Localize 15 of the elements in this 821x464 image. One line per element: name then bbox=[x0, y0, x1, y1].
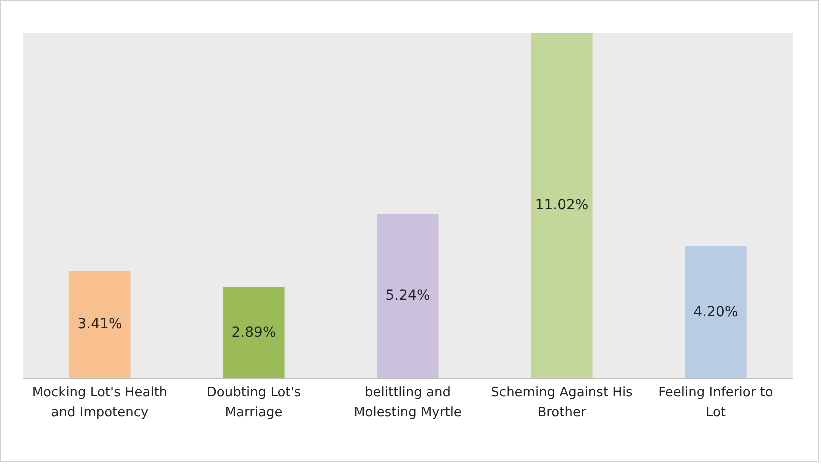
data-label: 5.24% bbox=[386, 288, 430, 304]
x-tick-label: Mocking Lot's Health and Impotency bbox=[32, 386, 168, 420]
x-tick-label: Doubting Lot's Marriage bbox=[206, 386, 302, 420]
x-tick-label: belittling and Molesting Myrtle bbox=[354, 386, 462, 420]
x-tick-label: Scheming Against His Brother bbox=[491, 386, 634, 420]
data-label: 11.02% bbox=[535, 198, 589, 214]
x-tick-label: Feeling Inferior to Lot bbox=[658, 386, 774, 420]
bar bbox=[223, 288, 285, 378]
bar bbox=[377, 214, 439, 378]
data-label: 3.41% bbox=[78, 316, 122, 333]
bar bbox=[685, 246, 747, 378]
bar bbox=[69, 271, 131, 378]
bar bbox=[531, 33, 593, 378]
data-label: 2.89% bbox=[232, 324, 276, 341]
data-label: 4.20% bbox=[694, 304, 738, 320]
